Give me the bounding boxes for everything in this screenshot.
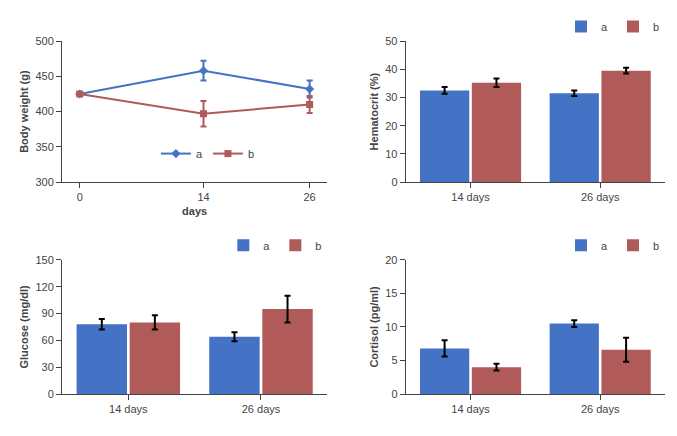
svg-text:a: a [263,240,270,252]
svg-text:b: b [315,240,321,252]
svg-text:14: 14 [197,191,209,203]
svg-text:0: 0 [48,388,54,400]
svg-text:a: a [601,240,608,252]
svg-text:40: 40 [385,63,397,75]
svg-text:50: 50 [385,35,397,47]
svg-text:15: 15 [385,287,397,299]
svg-text:b: b [653,240,659,252]
svg-text:Hematocrit (%): Hematocrit (%) [368,72,380,150]
svg-text:0: 0 [77,191,83,203]
svg-text:450: 450 [35,70,53,82]
svg-text:0: 0 [391,388,397,400]
svg-text:b: b [248,148,254,160]
svg-text:300: 300 [35,176,53,188]
svg-text:30: 30 [42,361,54,373]
svg-text:26 days: 26 days [242,403,281,415]
svg-text:400: 400 [35,105,53,117]
svg-text:days: days [182,205,207,217]
svg-text:Cortisol (pg/ml): Cortisol (pg/ml) [368,286,380,368]
svg-text:14 days: 14 days [451,403,490,415]
svg-text:150: 150 [35,254,53,266]
svg-text:30: 30 [385,91,397,103]
svg-text:26 days: 26 days [581,191,620,203]
svg-text:5: 5 [391,354,397,366]
svg-text:10: 10 [385,148,397,160]
svg-text:Body weight (g): Body weight (g) [18,70,30,153]
svg-text:500: 500 [35,35,53,47]
svg-text:b: b [653,21,659,33]
svg-text:a: a [601,21,608,33]
svg-text:a: a [196,148,203,160]
svg-text:26 days: 26 days [581,403,620,415]
svg-text:20: 20 [385,254,397,266]
svg-text:26: 26 [304,191,316,203]
svg-text:90: 90 [42,307,54,319]
svg-text:14 days: 14 days [451,191,490,203]
svg-text:350: 350 [35,141,53,153]
svg-text:60: 60 [42,334,54,346]
svg-text:14 days: 14 days [109,403,148,415]
svg-text:0: 0 [391,176,397,188]
svg-text:20: 20 [385,120,397,132]
svg-text:120: 120 [35,281,53,293]
svg-text:10: 10 [385,321,397,333]
svg-text:Glucose (mg/dl): Glucose (mg/dl) [18,285,30,368]
